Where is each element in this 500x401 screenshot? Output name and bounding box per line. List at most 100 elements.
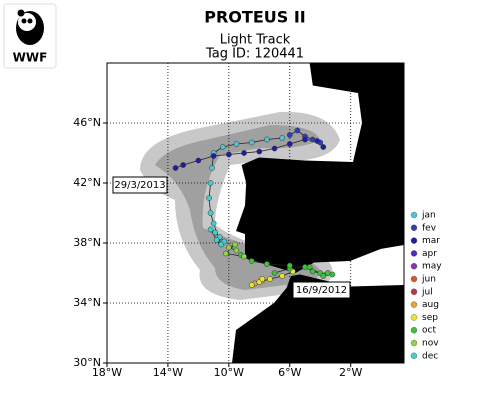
track-point [286,141,293,147]
legend-label: mar [422,236,440,246]
legend-marker [410,250,418,257]
legend-marker [410,211,418,219]
grid [107,63,404,363]
track-point [241,253,247,260]
legend-marker [410,339,418,347]
track-point [206,195,212,201]
track-point [207,210,214,216]
panda-ear [17,9,25,17]
panda-eye [21,18,27,24]
annotation: 29/3/2013 [112,176,168,194]
track [172,127,336,288]
track-point [209,165,215,171]
track-point [309,268,316,275]
track-point [241,150,247,156]
legend-marker [410,314,418,321]
legend-marker [410,301,418,308]
x-tick-label: 2°W [339,366,362,379]
subtitle: Light Track [220,33,291,48]
track-point [248,282,255,288]
track-point [213,237,220,243]
annotation-box [112,176,168,194]
track-point [294,127,301,134]
annotation: 16/9/2012 [292,281,351,299]
track-point [302,136,308,143]
y-tick-label: 38°N [73,236,101,249]
track-point [286,262,293,269]
logo: WWF [3,3,57,69]
annotation-box [292,281,351,299]
track-point [306,264,313,270]
track-point [218,241,225,248]
track-point [320,273,327,279]
annotation-text: 16/9/2012 [296,285,347,296]
legend-label: fev [422,223,437,233]
y-tick-label: 34°N [73,296,101,309]
track-point [248,258,255,264]
axes: 18°W 14°W 10°W 6°W 2°W 30°N 34°N 38°N 42°N 46°N [73,116,362,379]
legend-marker [410,327,418,334]
track-point [256,148,263,155]
track-point [233,247,240,254]
track-point [259,276,266,282]
track-point [225,151,232,158]
legend-label: apr [422,249,437,259]
track-point [320,144,327,150]
land-europe [236,63,404,273]
track-point [271,270,278,276]
legend-marker [410,237,418,244]
track-point [219,144,226,150]
panda-face [18,13,36,31]
track-point [329,271,336,278]
annotation-text: 29/3/2013 [114,180,165,191]
track-point [210,220,217,227]
track-point [210,153,217,159]
track-point [207,226,214,233]
legend-marker [410,263,418,270]
x-tick-label: 18°W [92,366,122,379]
x-tick-label: 14°W [153,366,183,379]
track-line [208,182,225,245]
legend-label: oct [422,326,436,336]
track-point [264,261,270,267]
logo-text: WWF [13,51,48,65]
legend-label: dec [422,351,438,361]
title: PROTEUS II [204,8,305,27]
track-point [267,276,273,282]
track-point [195,157,202,164]
panda-eye [27,18,33,24]
x-tick-label: 10°W [214,366,244,379]
track-point [207,180,214,186]
legend-label: may [422,262,442,272]
y-tick-label: 30°N [73,356,101,369]
track-point [212,229,218,236]
legend-label: nov [422,339,439,349]
track-point [233,141,240,147]
uncertainty-inner [155,125,320,290]
legend-marker [410,224,418,232]
legend-marker [410,275,418,283]
track-point [264,136,270,143]
legend-marker [410,288,418,295]
legend-marker [410,352,418,359]
legend-label: jul [421,287,433,297]
map [107,63,404,363]
track-point [222,250,229,257]
track-point [232,241,238,248]
track-point [279,273,286,279]
legend-label: sep [422,313,438,323]
y-tick-label: 46°N [73,116,101,129]
track-point [180,162,187,168]
subtitle: Tag ID: 120441 [205,47,304,62]
y-tick-label: 42°N [73,176,101,189]
legend-label: jan [421,211,436,221]
track-point [172,165,179,171]
legend: jan fev mar apr may jun jul aug sep oct nov dec [410,211,442,361]
track-point [271,145,278,152]
track-point [225,244,232,251]
map-frame [106,62,405,364]
legend-label: jun [421,275,436,285]
land-africa [232,274,404,363]
track-point [314,138,321,144]
